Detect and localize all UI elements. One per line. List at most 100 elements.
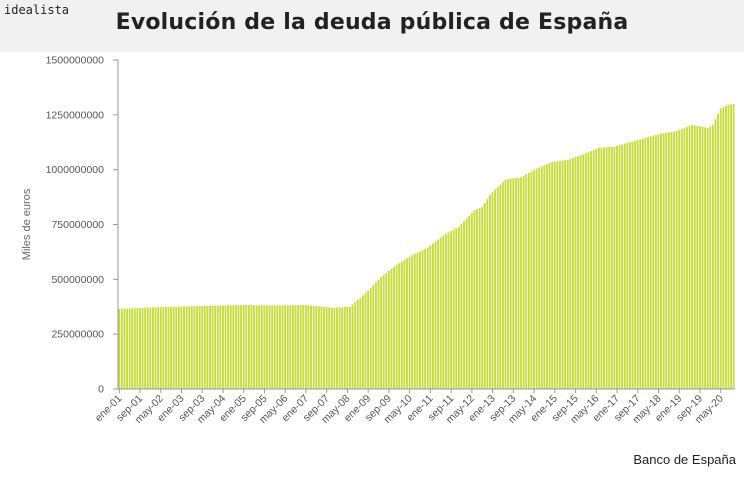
bar (273, 305, 276, 389)
header-bar: idealista Evolución de la deuda pública … (0, 0, 744, 52)
bar (613, 146, 616, 389)
bar (364, 293, 367, 389)
bar (592, 149, 595, 389)
bar (426, 247, 429, 389)
bar (447, 232, 450, 389)
bar (641, 138, 644, 389)
bar (343, 307, 346, 389)
bar (621, 144, 624, 389)
bar (634, 140, 637, 389)
bar (455, 228, 458, 389)
bar (338, 307, 341, 389)
bar (258, 305, 261, 389)
bar (496, 187, 499, 389)
bar (146, 307, 149, 389)
bar (618, 145, 621, 389)
bar (229, 305, 232, 389)
bar (579, 155, 582, 389)
bar (211, 305, 214, 389)
bar (504, 179, 507, 389)
bar (566, 159, 569, 389)
bar (696, 125, 699, 390)
bar (509, 178, 512, 389)
bar (517, 177, 520, 389)
bar (699, 126, 701, 389)
bar (494, 189, 497, 389)
bar (260, 305, 263, 389)
bar (431, 243, 434, 389)
bar (491, 192, 494, 389)
bar (626, 142, 629, 389)
bar (639, 139, 642, 389)
bar (442, 235, 445, 389)
y-tick-label: 0 (98, 384, 104, 396)
bar (670, 132, 673, 389)
bar (595, 148, 598, 389)
bar (188, 306, 191, 389)
bar (255, 305, 258, 389)
bar (276, 305, 279, 389)
bar (683, 127, 686, 390)
bar (468, 215, 471, 389)
bar (424, 248, 427, 389)
bar (717, 113, 720, 390)
bar (719, 108, 722, 389)
bar (662, 133, 665, 389)
bar (473, 210, 476, 389)
bar (551, 161, 554, 389)
bar (514, 178, 517, 389)
bar (597, 147, 600, 389)
bar (245, 305, 248, 389)
bar (325, 307, 328, 389)
bar (457, 226, 460, 389)
bar (605, 147, 608, 389)
bar (263, 305, 266, 389)
bar (452, 229, 455, 389)
bar (548, 163, 551, 389)
bar (149, 307, 152, 389)
bar (574, 157, 577, 389)
bar (369, 287, 372, 389)
bar-chart: 0 250000000 500000000 750000000 1000000000 12… (21, 55, 735, 426)
bar (691, 124, 694, 389)
bar (144, 307, 147, 389)
bar (693, 125, 696, 389)
bar (367, 290, 370, 389)
brand-logo-text: idealista (4, 3, 70, 17)
bar (193, 306, 196, 389)
bar (673, 131, 675, 389)
bar (382, 275, 385, 389)
bar (569, 158, 572, 389)
bar (507, 179, 510, 389)
bar (478, 208, 481, 389)
bar (489, 194, 491, 389)
bar (584, 153, 587, 389)
bar (419, 251, 421, 389)
bar (279, 305, 281, 389)
bar (131, 308, 134, 389)
y-tick-label: 1000000000 (46, 164, 105, 176)
bar (616, 145, 618, 389)
bar (465, 218, 468, 389)
bar (470, 212, 473, 389)
bar (434, 241, 437, 389)
bar (359, 297, 362, 389)
bar (237, 305, 240, 389)
bar (190, 306, 193, 389)
bar (590, 151, 592, 389)
bar (227, 305, 230, 389)
bar (460, 223, 463, 389)
bar (450, 231, 452, 389)
bar (216, 305, 219, 389)
bar (219, 305, 222, 389)
bar (349, 306, 351, 389)
bar (209, 305, 211, 389)
bar (501, 182, 504, 389)
bar (398, 263, 401, 389)
bar (387, 271, 390, 389)
bar (356, 299, 359, 389)
bar (395, 264, 398, 389)
bar (196, 306, 198, 389)
bar (183, 306, 185, 389)
